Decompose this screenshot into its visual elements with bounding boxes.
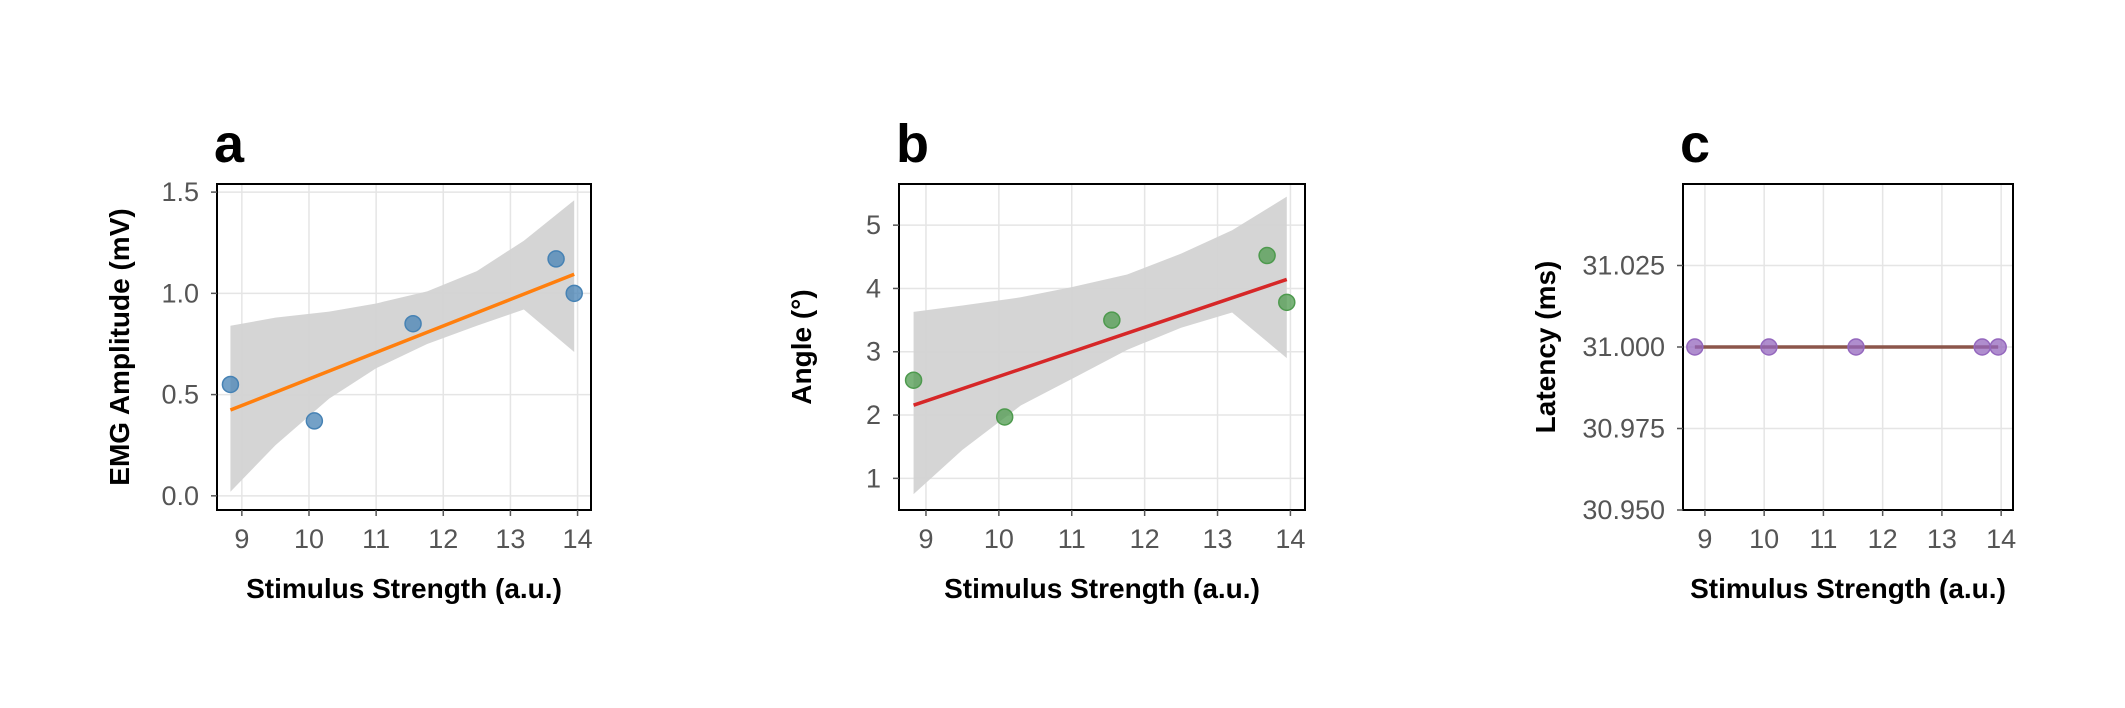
panel-c-data-point bbox=[1973, 338, 1991, 356]
panel-c-y-tick-label: 31.025 bbox=[1582, 251, 1665, 281]
panel-b-data-point bbox=[1258, 246, 1276, 265]
panel-b-y-tick-label: 5 bbox=[866, 210, 881, 240]
panel-c-y-tick-label: 30.975 bbox=[1582, 414, 1665, 444]
panel-b-data-point bbox=[1103, 311, 1121, 329]
panel-c-x-axis-title: Stimulus Strength (a.u.) bbox=[1690, 573, 2006, 604]
panel-b-axes-frame bbox=[898, 183, 1306, 511]
panel-c-x-tick-label: 11 bbox=[1809, 524, 1837, 554]
panel-b-y-tick-label: 4 bbox=[866, 273, 881, 303]
panel-a-data-point bbox=[305, 412, 324, 430]
panel-b-x-tick-label: 10 bbox=[984, 524, 1014, 554]
panel-a-y-tick-label: 0.5 bbox=[161, 380, 199, 410]
panel-c-label: c bbox=[1680, 114, 1710, 174]
panel-b-data-point bbox=[995, 408, 1014, 426]
panel-a-confidence-band bbox=[230, 200, 575, 492]
panel-b-label: b bbox=[896, 114, 929, 174]
panel-c-x-tick-label: 14 bbox=[1986, 524, 2016, 554]
panel-b-y-tick-label: 1 bbox=[866, 463, 881, 493]
panel-a-x-tick-label: 10 bbox=[294, 524, 324, 554]
panel-a-regression-line bbox=[229, 272, 575, 412]
panel-a-x-tick-label: 12 bbox=[428, 524, 458, 554]
panel-a-x-tick-label: 14 bbox=[563, 524, 593, 554]
panel-c-y-tick-label: 31.000 bbox=[1582, 332, 1665, 362]
panel-a-label: a bbox=[214, 114, 245, 174]
panel-c-y-axis-title: Latency (ms) bbox=[1530, 261, 1561, 434]
panel-a-x-tick-label: 13 bbox=[495, 524, 525, 554]
panel-c-data-point bbox=[1686, 338, 1704, 356]
panel-a-x-axis-title: Stimulus Strength (a.u.) bbox=[246, 573, 562, 604]
panel-a-data-point bbox=[565, 284, 583, 303]
panel-a-y-tick-label: 1.0 bbox=[161, 278, 199, 308]
panel-c-data-point bbox=[1760, 338, 1778, 356]
panel-b-data-point bbox=[904, 371, 923, 389]
panel-c-chart: 9 10 11 12 13 14 30.950 30.975 31.000 31.025 Stimu… bbox=[1530, 114, 2016, 604]
panel-a-data-point bbox=[404, 314, 422, 333]
panel-c-data-point bbox=[1989, 338, 2007, 356]
panel-b-y-axis-title: Angle (°) bbox=[786, 289, 817, 404]
panel-c-data-point bbox=[1847, 338, 1865, 356]
panel-c-x-tick-label: 10 bbox=[1749, 524, 1779, 554]
panel-a-y-tick-label: 1.5 bbox=[161, 177, 199, 207]
panel-a-chart: 9 10 11 12 13 14 0.0 0.5 1.0 1.5 Stimulus Strength… bbox=[104, 114, 593, 604]
panel-b-confidence-band bbox=[913, 196, 1287, 495]
panel-b-x-tick-label: 13 bbox=[1203, 524, 1233, 554]
panel-a-data-point bbox=[547, 250, 565, 268]
panel-b-x-tick-label: 9 bbox=[918, 524, 933, 554]
panel-a-x-tick-label: 9 bbox=[234, 524, 249, 554]
panel-a-x-tick-label: 11 bbox=[362, 524, 390, 554]
panel-a-y-axis-title: EMG Amplitude (mV) bbox=[104, 208, 135, 485]
panel-a-data-point bbox=[221, 375, 240, 394]
panel-c-x-tick-label: 13 bbox=[1927, 524, 1957, 554]
panel-a-y-tick-label: 0.0 bbox=[161, 481, 199, 511]
panel-b-y-tick-label: 2 bbox=[866, 400, 881, 430]
panel-b-x-tick-label: 11 bbox=[1058, 524, 1086, 554]
panel-b-x-tick-label: 12 bbox=[1130, 524, 1160, 554]
panel-b-data-point bbox=[1278, 293, 1296, 312]
panel-b-y-tick-label: 3 bbox=[866, 337, 881, 367]
panel-c-y-tick-label: 30.950 bbox=[1582, 495, 1665, 525]
panel-b-x-tick-label: 14 bbox=[1275, 524, 1305, 554]
panel-b-x-axis-title: Stimulus Strength (a.u.) bbox=[944, 573, 1260, 604]
panel-c-x-tick-label: 9 bbox=[1697, 524, 1712, 554]
panel-c-x-tick-label: 12 bbox=[1868, 524, 1898, 554]
panel-a-axes-frame bbox=[216, 183, 592, 511]
panel-b-regression-line bbox=[913, 277, 1288, 407]
